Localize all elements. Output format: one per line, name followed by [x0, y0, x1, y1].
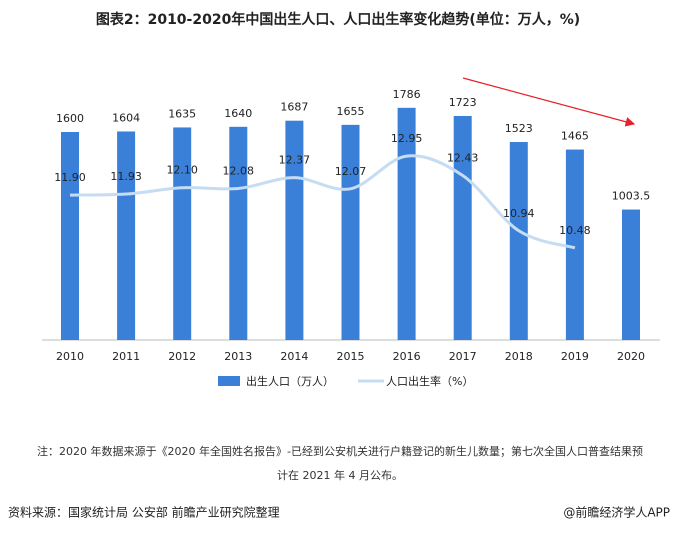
- x-tick-label: 2018: [505, 350, 533, 363]
- chart-title: 图表2：2010-2020年中国出生人口、人口出生率变化趋势(单位：万人，%): [96, 11, 580, 28]
- bar: [509, 142, 528, 340]
- bar: [397, 107, 416, 340]
- data-label: 1003.5: [612, 190, 651, 203]
- x-tick-label: 2010: [56, 350, 84, 363]
- bar: [565, 149, 584, 340]
- data-label: 12.10: [166, 164, 198, 177]
- data-label: 10.94: [503, 207, 535, 220]
- x-tick-label: 2015: [337, 350, 365, 363]
- data-label: 12.08: [223, 164, 255, 177]
- x-tick-label: 2014: [280, 350, 308, 363]
- source: 资料来源：国家统计局 公安部 前瞻产业研究院整理: [8, 505, 280, 520]
- x-tick-label: 2017: [449, 350, 477, 363]
- legend-label: 人口出生率（%）: [386, 374, 473, 388]
- note: 计在 2021 年 4 月公布。: [277, 468, 403, 482]
- bar: [61, 132, 79, 340]
- footer: @前瞻经济学人APP: [563, 505, 670, 520]
- bar: [453, 116, 472, 340]
- data-label: 1523: [505, 122, 533, 135]
- data-label: 1723: [449, 96, 477, 109]
- x-tick-label: 2019: [561, 350, 589, 363]
- data-label: 1465: [561, 130, 589, 143]
- x-tick-label: 2020: [617, 350, 645, 363]
- data-label: 1635: [168, 107, 196, 120]
- trend-arrow: [462, 77, 636, 127]
- bar: [229, 126, 248, 340]
- legend-swatch: [218, 376, 240, 386]
- data-label: 12.43: [447, 151, 479, 164]
- data-label: 1655: [337, 105, 365, 118]
- data-label: 1786: [393, 88, 421, 101]
- data-label: 1600: [56, 112, 84, 125]
- bar: [341, 124, 360, 340]
- data-label: 1604: [112, 111, 140, 124]
- data-label: 12.07: [335, 165, 367, 178]
- bar: [622, 209, 640, 340]
- x-tick-label: 2012: [168, 350, 196, 363]
- data-label: 1687: [280, 101, 308, 114]
- bar: [285, 120, 304, 340]
- data-label: 11.93: [110, 170, 142, 183]
- data-label: 12.95: [391, 132, 423, 145]
- legend-label: 出生人口（万人）: [246, 374, 334, 388]
- data-label: 12.37: [279, 154, 311, 167]
- data-label: 10.48: [559, 224, 591, 237]
- note: 注：2020 年数据来源于《2020 年全国姓名报告》-已经到公安机关进行户籍登…: [37, 444, 643, 458]
- x-tick-label: 2013: [224, 350, 252, 363]
- x-tick-label: 2011: [112, 350, 140, 363]
- line: [69, 154, 576, 250]
- data-label: 1640: [224, 107, 252, 120]
- x-tick-label: 2016: [393, 350, 421, 363]
- data-label: 11.90: [54, 171, 86, 184]
- bar: [117, 131, 136, 340]
- bar: [173, 127, 192, 340]
